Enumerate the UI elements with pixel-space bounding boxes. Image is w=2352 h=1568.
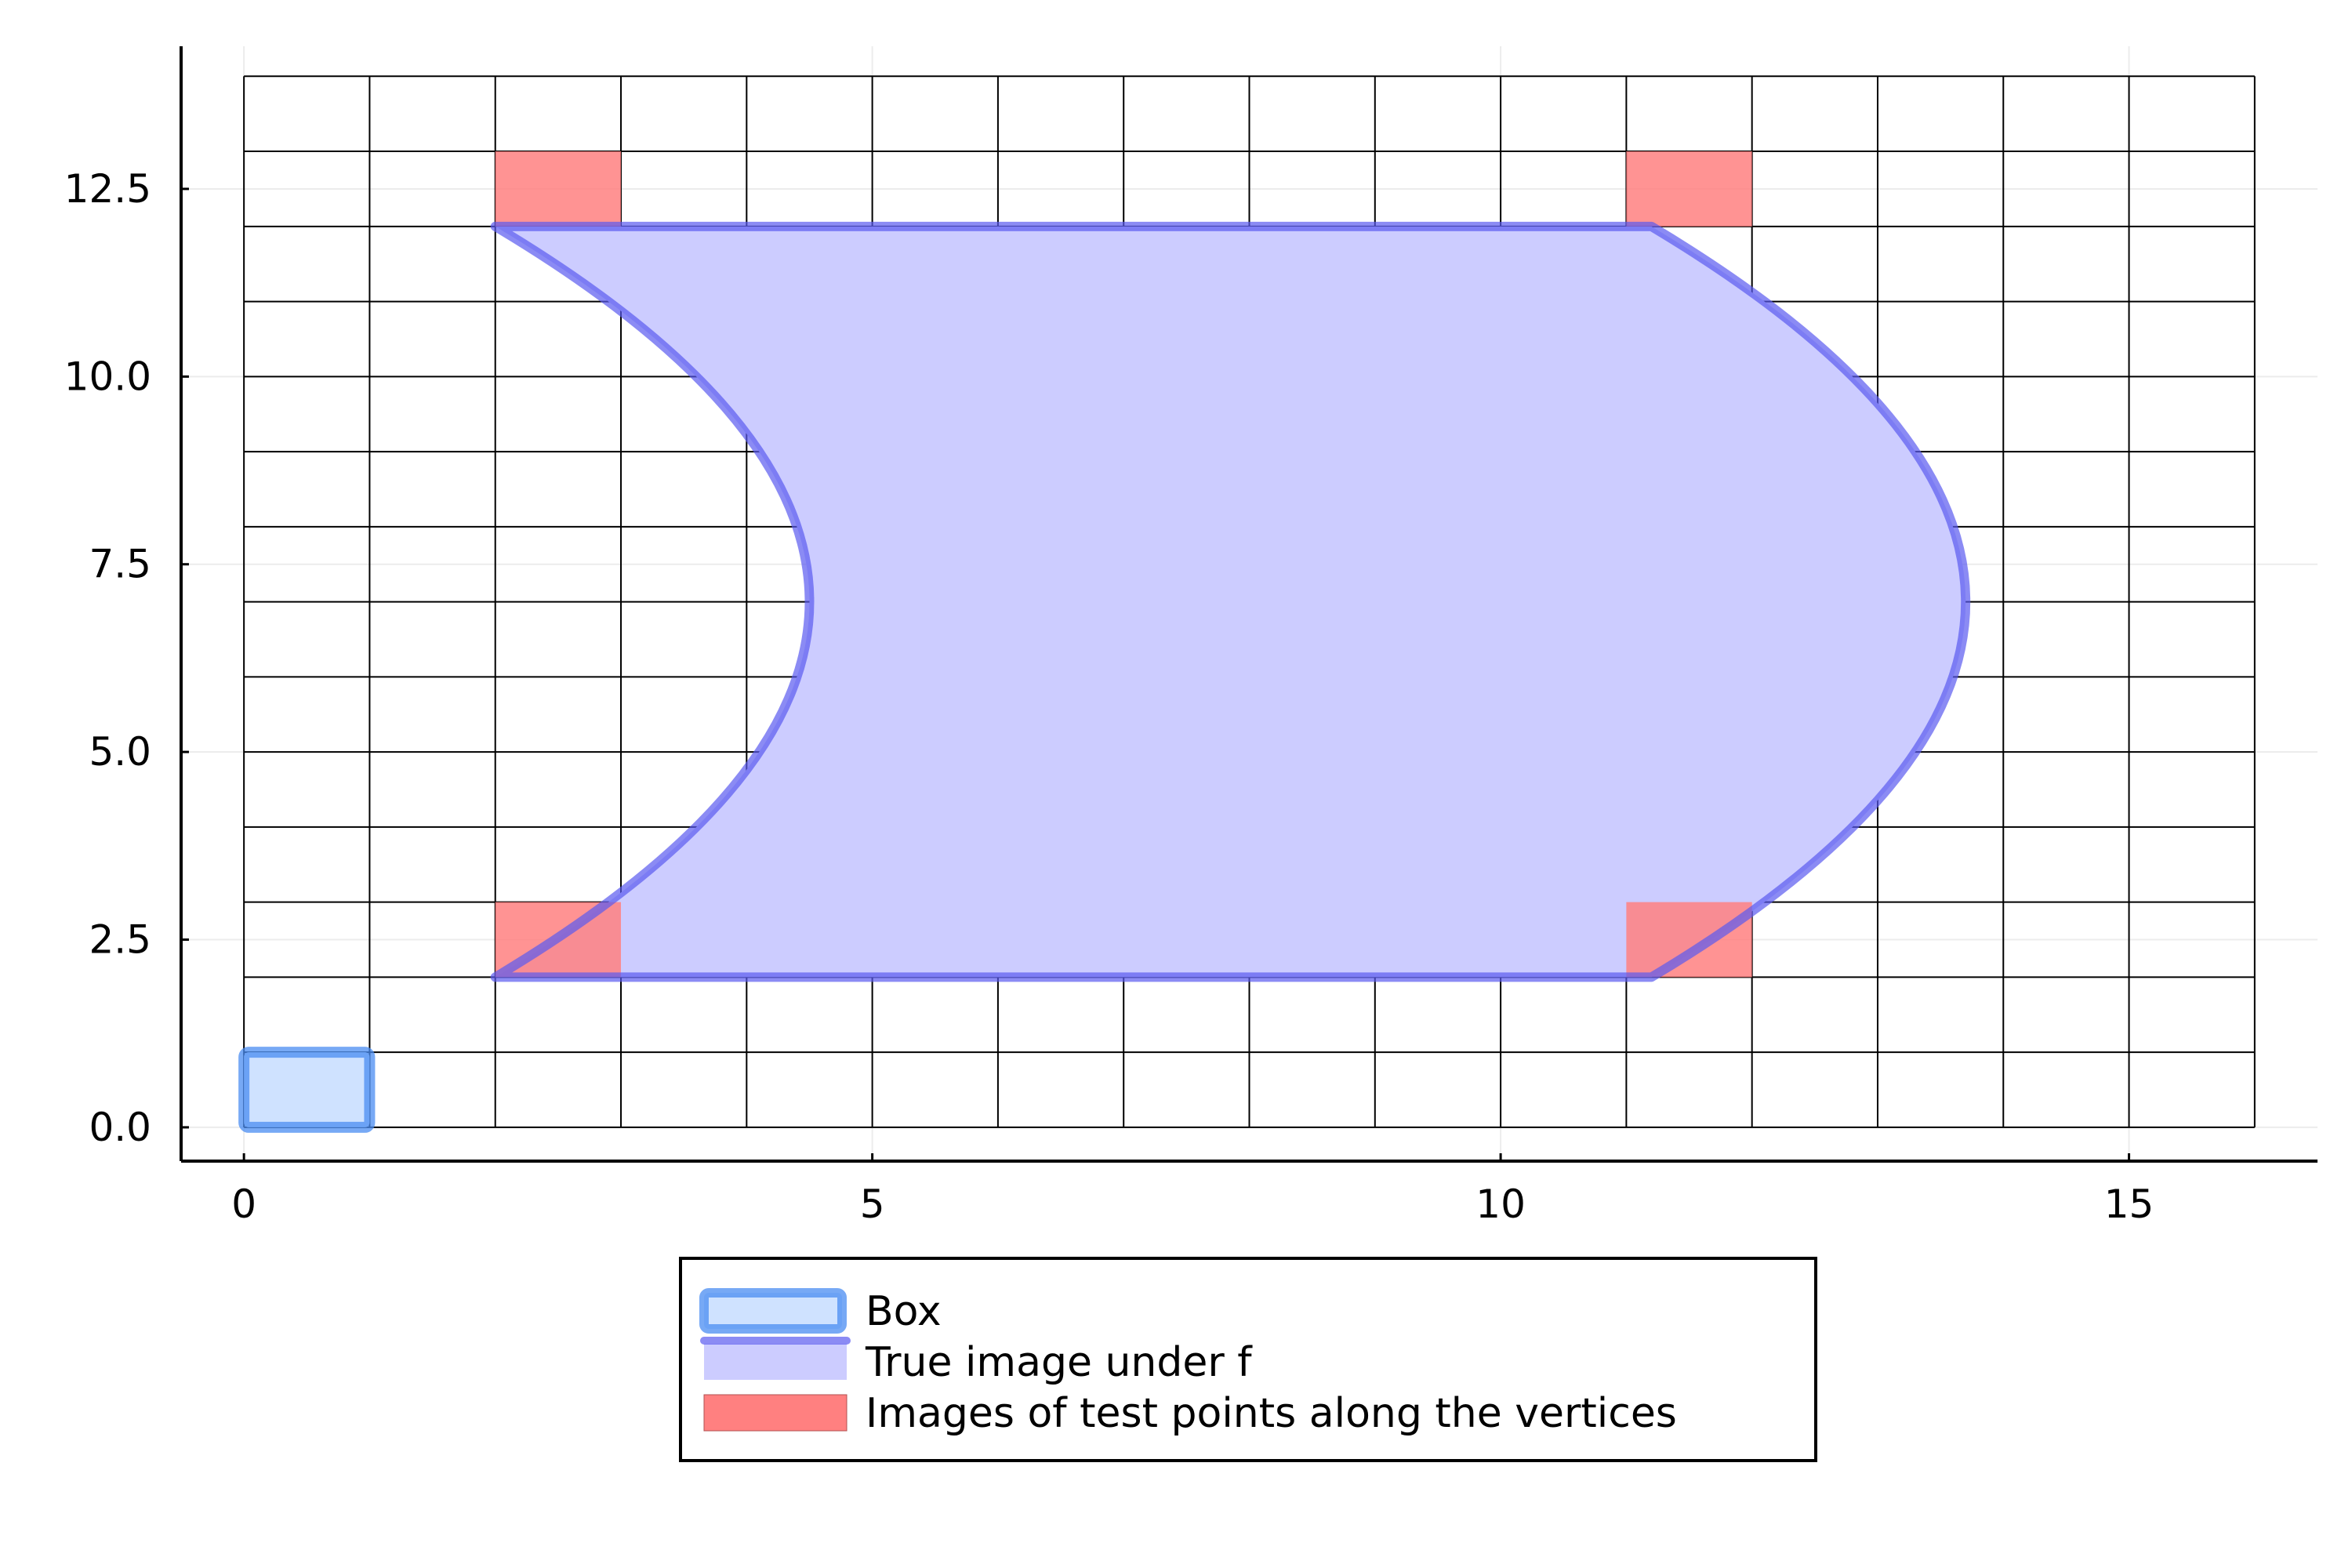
y-tick-label: 2.5: [89, 917, 151, 963]
true-image-region: [495, 226, 1966, 978]
test-point-cell: [1626, 902, 1752, 978]
x-tick-label: 10: [1475, 1181, 1526, 1227]
legend-label: Images of test points along the vertices: [866, 1390, 1677, 1437]
y-tick-label: 5.0: [89, 729, 151, 775]
box-rect: [238, 1047, 376, 1133]
y-tick-label: 10.0: [64, 354, 151, 399]
legend-swatch-box: [699, 1288, 847, 1334]
y-tick-label: 12.5: [64, 166, 151, 212]
legend-label: True image under f: [865, 1339, 1253, 1386]
axes: [180, 46, 2318, 1163]
legend-swatch-cells: [703, 1394, 848, 1432]
x-tick-label: 15: [2104, 1181, 2154, 1227]
x-tick-label: 0: [231, 1181, 256, 1227]
legend-label: Box: [866, 1288, 942, 1335]
x-tick-label: 5: [860, 1181, 885, 1227]
legend-swatch-region: [704, 1344, 847, 1380]
legend-frame: [679, 1257, 1817, 1462]
test-point-cell: [495, 151, 622, 227]
true-image-outline: [490, 221, 1971, 982]
y-tick-label: 7.5: [89, 542, 151, 587]
test-point-cell: [1626, 151, 1752, 227]
series-layer: [238, 151, 1971, 1133]
y-tick-label: 0.0: [89, 1105, 151, 1150]
tick-labels: 0 5 10 15 0.0 2.5 5.0 7.5 10.0 12.5: [64, 166, 2154, 1227]
